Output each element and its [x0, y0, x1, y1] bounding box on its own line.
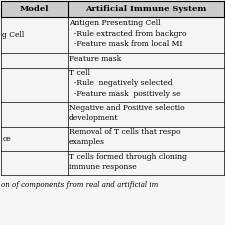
- Text: Artificial Immune System: Artificial Immune System: [85, 5, 207, 13]
- Text: T cells formed through cloning: T cells formed through cloning: [69, 153, 187, 161]
- Text: -Rule extracted from backgro: -Rule extracted from backgro: [69, 29, 187, 38]
- Text: Feature mask: Feature mask: [69, 55, 121, 63]
- Text: on of components from real and artificial im: on of components from real and artificia…: [1, 181, 158, 189]
- Text: -Rule  negatively selected: -Rule negatively selected: [69, 79, 173, 87]
- Text: -Feature mask  positively se: -Feature mask positively se: [69, 90, 181, 98]
- Text: ce: ce: [2, 135, 11, 143]
- Bar: [1, 1, 224, 17]
- Text: T cell: T cell: [69, 69, 90, 77]
- Text: g Cell: g Cell: [2, 31, 25, 39]
- Text: Antigen Presenting Cell: Antigen Presenting Cell: [69, 19, 161, 27]
- Text: examples: examples: [69, 138, 105, 146]
- Text: -Feature mask from local MI: -Feature mask from local MI: [69, 40, 182, 48]
- Text: development: development: [69, 114, 119, 122]
- Text: Removal of T cells that respo: Removal of T cells that respo: [69, 128, 181, 136]
- Text: immune response: immune response: [69, 163, 137, 171]
- Text: Model: Model: [20, 5, 49, 13]
- Text: Negative and Positive selectio: Negative and Positive selectio: [69, 104, 185, 112]
